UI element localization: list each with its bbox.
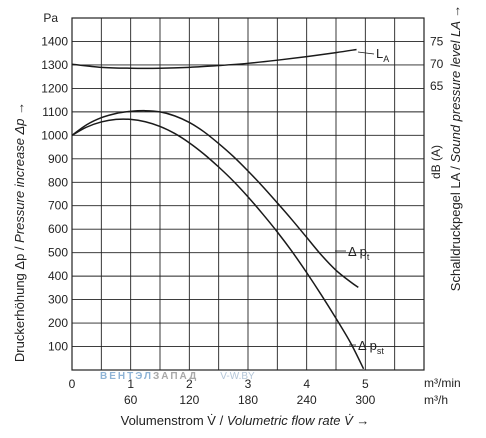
curve-pt	[71, 109, 359, 289]
left-axis-title-en: Pressure increase Δp →	[12, 102, 27, 243]
left-unit-label: Pa	[43, 11, 58, 25]
label-pst-sub: st	[377, 346, 385, 356]
label-pt-main: Δ p	[348, 244, 367, 259]
x-axis-title-en: Volumetric flow rate V̇ →	[227, 413, 370, 428]
curve-la	[71, 48, 357, 70]
watermark-part2: ЗАПАД	[153, 371, 198, 382]
x-tick-label-m3h: 180	[238, 393, 258, 407]
label-la-main: L	[376, 46, 383, 61]
x-tick-label-m3min: 1	[127, 377, 134, 391]
left-axis-title-de: Druckerhöhung Δp /	[12, 243, 27, 362]
x-tick-label-m3h: 120	[179, 393, 199, 407]
left-tick-labels: 100 200 300 400 500 600 700 800 900 1000 1100 1200 1…	[41, 34, 68, 353]
curves	[71, 48, 375, 370]
left-tick-label: 400	[48, 269, 68, 283]
watermark: ВЕНТЭЛЗАПАД V-W.BY	[100, 371, 255, 382]
x-tick-label-m3h: 60	[124, 393, 138, 407]
grid-lines	[72, 18, 424, 370]
left-tick-label: 1000	[41, 128, 68, 142]
watermark-part3: V-W.BY	[220, 371, 255, 382]
left-tick-label: 1200	[41, 81, 68, 95]
label-pst: Δ pst	[358, 338, 384, 356]
curve-pst	[71, 118, 365, 370]
right-axis-title: Schalldruckpegel LA / Sound pressure lev…	[448, 5, 463, 291]
label-pst-main: Δ p	[358, 338, 377, 353]
x-tick-label-m3min: 4	[303, 377, 310, 391]
watermark-part1: ВЕНТЭЛ	[100, 371, 153, 382]
label-pt: Δ pt	[348, 244, 370, 262]
left-tick-label: 300	[48, 293, 68, 307]
left-tick-label: 600	[48, 222, 68, 236]
right-axis-title-en: Sound pressure level LA →	[448, 5, 463, 163]
x-unit-m3h: m³/h	[424, 393, 448, 407]
left-tick-label: 900	[48, 152, 68, 166]
right-axis-title-de: Schalldruckpegel LA /	[448, 163, 463, 292]
x-axis-title: Volumenstrom V̇ / Volumetric flow rate V…	[121, 413, 370, 428]
left-tick-label: 800	[48, 175, 68, 189]
right-tick-label: 65	[430, 79, 444, 93]
left-tick-label: 500	[48, 246, 68, 260]
plot-frame	[71, 17, 425, 371]
left-tick-label: 200	[48, 316, 68, 330]
x-tick-labels: 0 1 2 3 4 5 60 120 180 240 300	[69, 377, 376, 407]
left-tick-label: 700	[48, 199, 68, 213]
x-unit-m3min: m³/min	[424, 376, 461, 390]
right-tick-labels: 65 70 75	[430, 34, 444, 93]
x-tick-label-m3h: 300	[355, 393, 375, 407]
x-tick-label-m3min: 5	[362, 377, 369, 391]
x-tick-label-m3min: 2	[186, 377, 193, 391]
right-tick-label: 75	[430, 34, 444, 48]
left-tick-label: 100	[48, 340, 68, 354]
x-tick-label-m3min: 0	[69, 377, 76, 391]
x-tick-label-m3h: 240	[297, 393, 317, 407]
x-tick-label-m3min: 3	[245, 377, 252, 391]
left-tick-label: 1300	[41, 58, 68, 72]
label-pt-sub: t	[367, 252, 370, 262]
leader-la	[357, 51, 375, 55]
right-unit-label: dB (A)	[429, 145, 443, 179]
label-la: LA	[376, 46, 389, 64]
x-axis-title-de: Volumenstrom V̇ /	[121, 413, 227, 428]
left-tick-label: 1400	[41, 34, 68, 48]
label-la-sub: A	[383, 54, 389, 64]
left-axis-title: Druckerhöhung Δp / Pressure increase Δp …	[12, 102, 27, 362]
right-tick-label: 70	[430, 57, 444, 71]
left-tick-label: 1100	[42, 105, 68, 119]
